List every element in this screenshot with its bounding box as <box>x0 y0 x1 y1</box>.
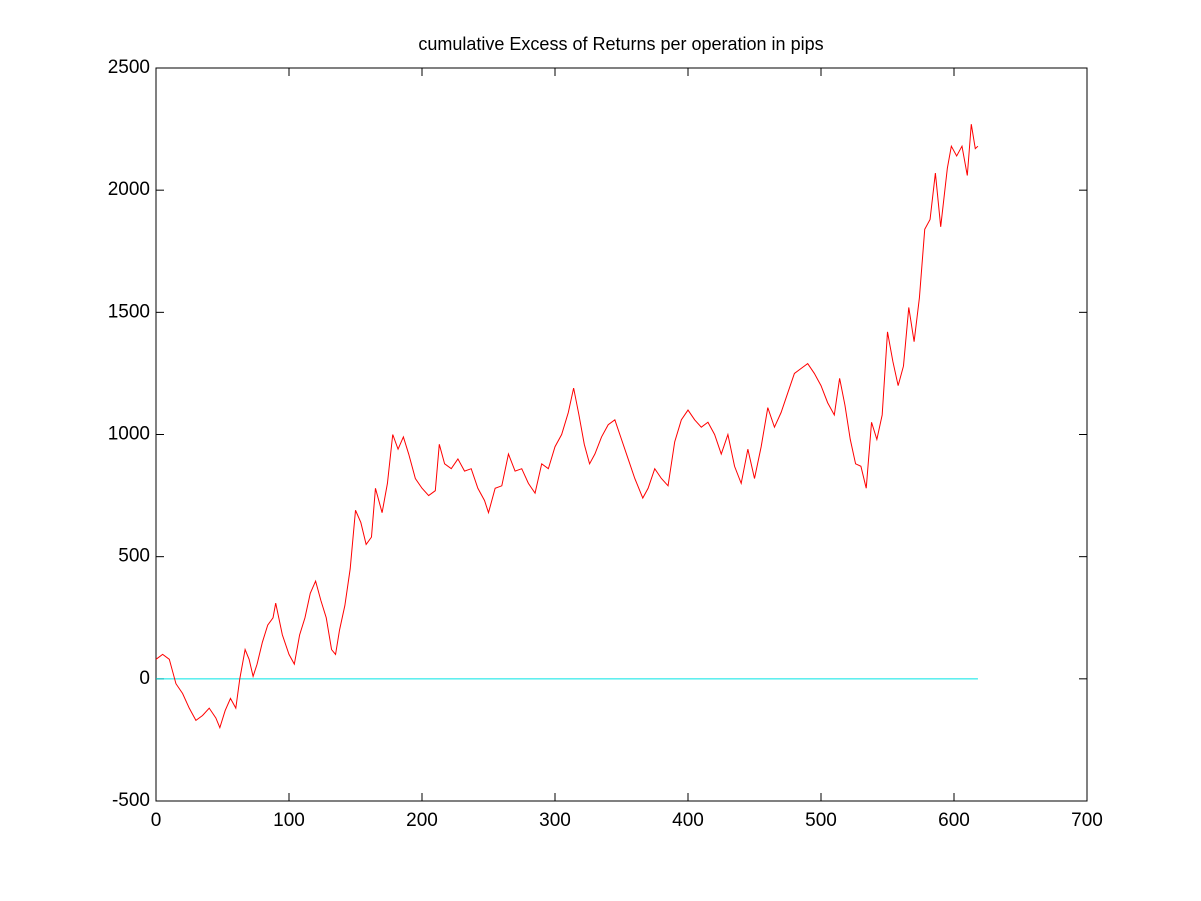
x-tick-label: 400 <box>672 810 704 831</box>
y-tick-label: -500 <box>112 790 150 811</box>
chart-title: cumulative Excess of Returns per operati… <box>418 34 823 54</box>
x-tick-label: 700 <box>1071 810 1103 831</box>
x-tick-label: 0 <box>151 810 162 831</box>
y-tick-label: 1000 <box>108 424 150 445</box>
y-tick-label: 2500 <box>108 57 150 78</box>
y-tick-label: 1500 <box>108 301 150 322</box>
data-line <box>155 124 979 730</box>
x-tick-label: 100 <box>273 810 305 831</box>
x-tick-label: 300 <box>539 810 571 831</box>
x-tick-label: 600 <box>938 810 970 831</box>
x-tick-label: 200 <box>406 810 438 831</box>
y-tick-label: 2000 <box>108 179 150 200</box>
x-tick-label: 500 <box>805 810 837 831</box>
y-tick-label: 500 <box>118 546 150 567</box>
y-tick-label: 0 <box>139 668 150 689</box>
